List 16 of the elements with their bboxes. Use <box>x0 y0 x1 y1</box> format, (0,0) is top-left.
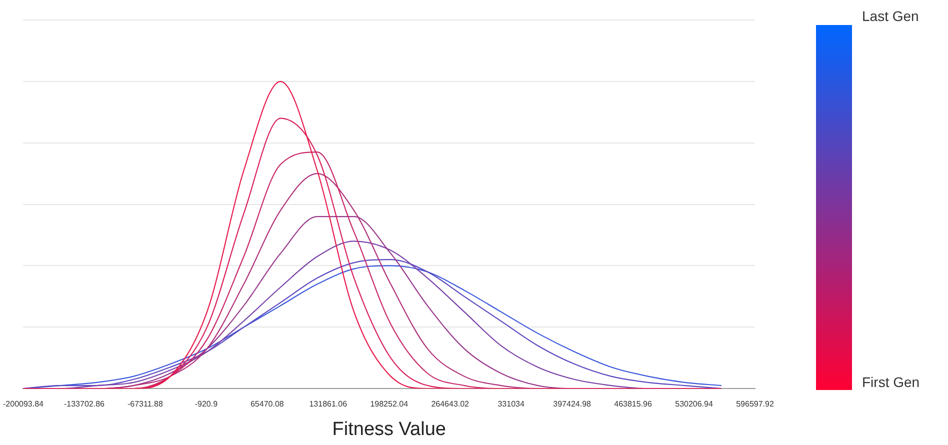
x-tick-label: -200093.84 <box>3 400 44 409</box>
text: Last Gen <box>862 8 919 24</box>
text: First Gen <box>862 374 920 390</box>
x-tick-label: 463815.96 <box>614 400 652 409</box>
x-tick-label: 65470.08 <box>250 400 284 409</box>
x-tick-label: 530206.94 <box>675 400 714 409</box>
x-tick-label: 397424.98 <box>553 400 592 409</box>
x-tick-label: 331034 <box>498 400 525 409</box>
x-tick-label: 198252.04 <box>370 400 409 409</box>
x-tick-label: -920.9 <box>194 400 218 409</box>
x-tick-label: 264643.02 <box>431 400 470 409</box>
x-tick-label: -133702.86 <box>64 400 106 409</box>
x-tick-label: 596597.92 <box>736 400 774 409</box>
x-axis-title: Fitness Value <box>332 418 446 440</box>
x-tick-label: 131861.06 <box>309 400 348 409</box>
x-tick-label: -67311.88 <box>127 400 164 409</box>
